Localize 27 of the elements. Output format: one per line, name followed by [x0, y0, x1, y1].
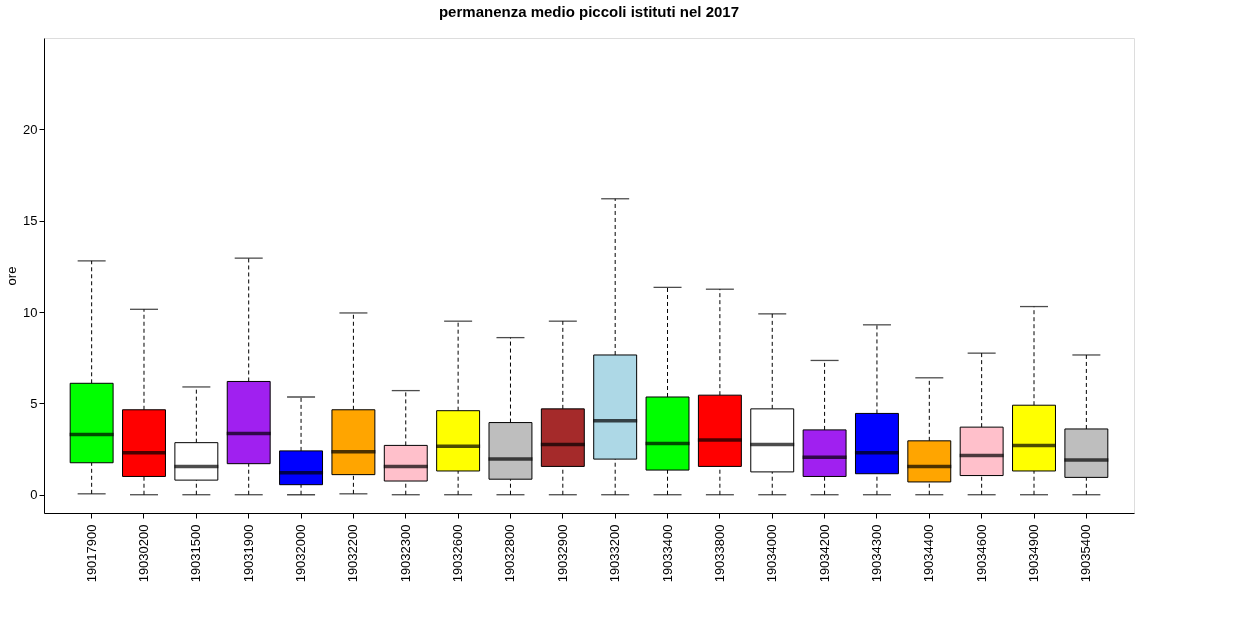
- x-tick-label: 19033200: [607, 524, 623, 583]
- y-tick-label: 20: [23, 121, 38, 137]
- x-tick-label: 19033800: [711, 524, 727, 583]
- x-tick-label: 19031500: [188, 524, 204, 583]
- x-tick-label: 19031900: [240, 524, 256, 583]
- x-tick-label: 19034400: [921, 524, 937, 583]
- x-tick-label: 19032900: [554, 524, 570, 583]
- y-tick-label: 15: [23, 213, 38, 229]
- x-tick-label: 19032000: [293, 524, 309, 583]
- x-tick-label: 19032200: [345, 524, 361, 583]
- chart-title: permanenza medio piccoli istituti nel 2017: [438, 3, 740, 20]
- x-tick-label: 19032600: [450, 524, 466, 583]
- x-tick-label: 19034300: [868, 524, 884, 583]
- x-tick-label: 19033400: [659, 524, 675, 583]
- y-tick-label: 0: [30, 487, 38, 503]
- y-axis-title: ore: [4, 266, 20, 286]
- x-tick-label: 19017900: [83, 524, 99, 583]
- x-tick-label: 19034600: [973, 524, 989, 583]
- y-tick-label: 10: [23, 304, 38, 320]
- y-tick-label: 5: [30, 395, 38, 411]
- x-tick-label: 19032300: [397, 524, 413, 583]
- x-tick-label: 19030200: [136, 524, 151, 583]
- x-tick-label: 19034900: [1026, 524, 1041, 583]
- x-tick-label: 19034000: [764, 524, 780, 583]
- x-tick-label: 19032800: [502, 524, 518, 583]
- x-tick-label: 19034200: [816, 524, 832, 583]
- x-tick-label: 19035400: [1078, 524, 1094, 583]
